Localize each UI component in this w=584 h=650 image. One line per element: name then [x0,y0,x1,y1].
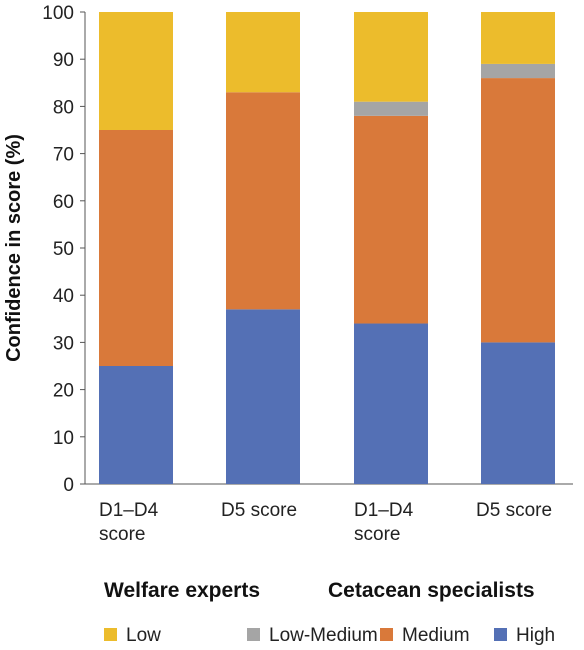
y-axis: 0 10 20 30 40 50 60 70 80 90 100 [42,3,573,496]
x-tick-label: score [354,524,400,545]
bar-segment-high [226,309,300,484]
legend-item-low-medium: Low-Medium [247,625,378,646]
bar-segment-high [99,366,173,484]
y-tick-label: 90 [53,50,74,71]
bar-segment-medium [481,78,555,343]
group-labels: Welfare experts Cetacean specialists [104,579,535,602]
legend-swatch [380,628,393,641]
bar-segment-low-medium [354,101,428,116]
bar-segment-low-medium [481,63,555,79]
legend-swatch [247,628,260,641]
bar-segment-high [481,342,555,484]
x-tick-label: D1–D4 [354,500,414,521]
y-tick-label: 10 [53,428,74,449]
legend-label: High [516,625,555,646]
bar-segment-low [354,12,428,102]
legend-label: Low-Medium [269,625,378,646]
legend-label: Medium [402,625,470,646]
legend-item-low: Low [104,625,161,646]
y-axis-title: Confidence in score (%) [3,134,25,362]
x-tick-label: D5 score [221,500,297,521]
bar-segment-medium [226,92,300,310]
bar-segment-low [226,12,300,93]
bar-segment-low [99,12,173,130]
y-tick-label: 20 [53,381,74,402]
bar-segment-high [354,323,428,484]
legend-swatch [494,628,507,641]
legend-label: Low [126,625,161,646]
legend: Low Low-Medium Medium High [104,625,555,646]
group-label: Welfare experts [104,579,260,602]
y-tick-label: 30 [53,333,74,354]
legend-swatch [104,628,117,641]
y-tick-label: 100 [42,3,74,24]
bars [99,12,555,484]
legend-item-high: High [494,625,555,646]
x-axis-labels: D1–D4 score D5 score D1–D4 score D5 score [99,500,552,545]
group-label: Cetacean specialists [328,579,535,602]
y-tick-label: 70 [53,145,74,166]
x-tick-label: score [99,524,145,545]
y-tick-label: 0 [63,475,74,496]
y-tick-label: 80 [53,97,74,118]
y-tick-label: 60 [53,192,74,213]
x-tick-label: D5 score [476,500,552,521]
bar-segment-low [481,12,555,64]
bar-segment-medium [354,115,428,324]
x-tick-label: D1–D4 [99,500,159,521]
bar-segment-medium [99,130,173,366]
legend-item-medium: Medium [380,625,470,646]
y-tick-label: 40 [53,286,74,307]
y-tick-label: 50 [53,239,74,260]
